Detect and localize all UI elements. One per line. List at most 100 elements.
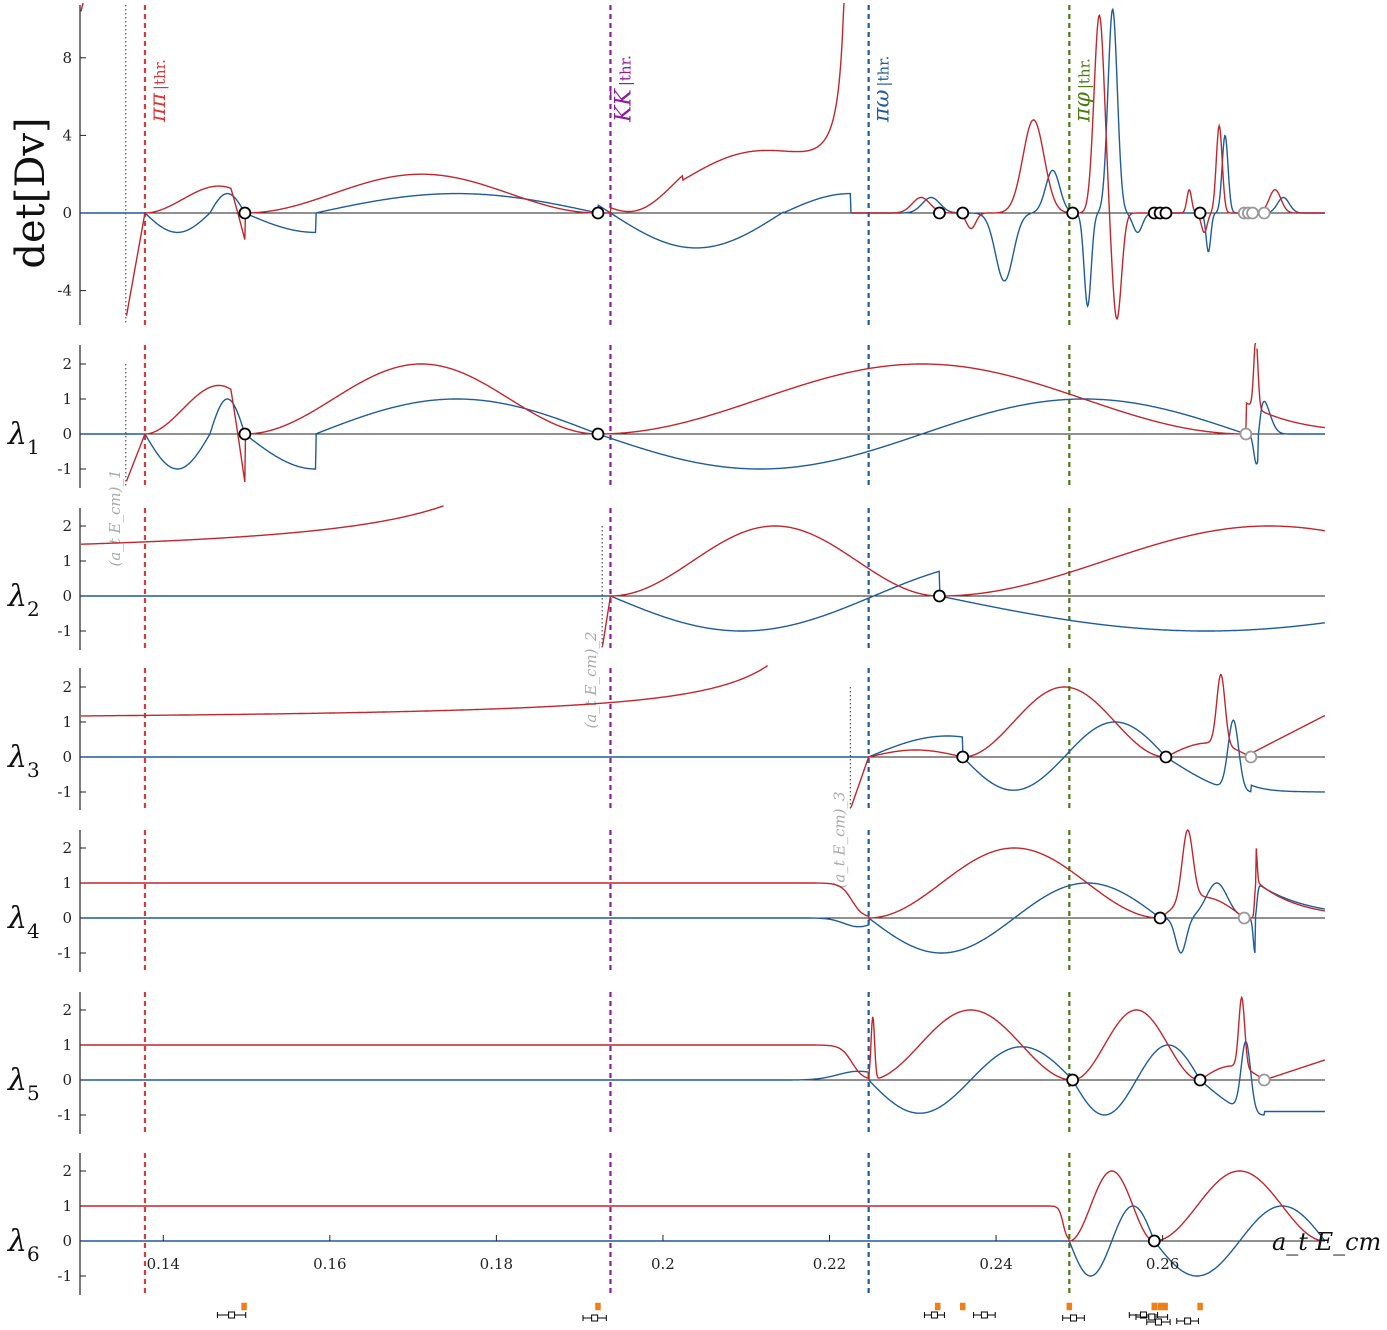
level-marker <box>1139 1311 1147 1319</box>
y-tick-label: 0 <box>62 748 72 766</box>
pole-ref-label: (a_t E_cm)_1 <box>106 469 124 566</box>
y-tick-label: 0 <box>62 1232 72 1250</box>
y-axis-label: det[Dv] <box>8 117 54 268</box>
y-tick-label: 1 <box>62 1036 72 1054</box>
panel-7: -1 0 1 2 λ6 <box>7 1153 1326 1295</box>
y-tick-label: 0 <box>62 1071 72 1089</box>
level-orange-marker <box>1066 1302 1073 1311</box>
blue-curve <box>81 1205 1326 1277</box>
y-tick-label: 0 <box>62 204 72 222</box>
y-axis-label-sub: 6 <box>27 1242 40 1266</box>
y-tick-label: -4 <box>57 282 72 300</box>
level-marker <box>1148 1313 1156 1321</box>
blue-curve <box>81 1040 1325 1116</box>
zero-marker-gray <box>1257 1073 1271 1087</box>
y-tick-label: 1 <box>62 552 72 570</box>
pole-ref-label: (a_t E_cm)_2 <box>582 631 600 728</box>
threshold-label-sub: |thr. <box>616 55 634 86</box>
zero-marker <box>956 206 970 220</box>
y-axis-label: λ4 <box>7 901 40 943</box>
panel-2: -1 0 1 2 λ1 (a_t E_cm)_1 <box>7 342 1325 567</box>
zero-marker-gray <box>1244 750 1258 764</box>
y-tick-label: -1 <box>57 460 72 478</box>
zero-marker <box>238 206 252 220</box>
y-axis-label: λ3 <box>7 740 40 782</box>
level-orange-marker <box>959 1302 966 1311</box>
red-curve <box>81 505 1325 647</box>
y-axis-label-sub: 5 <box>27 1081 40 1105</box>
threshold-label: πω|thr. <box>870 56 895 123</box>
panel-6: -1 0 1 2 λ5 <box>7 992 1326 1134</box>
y-tick-label: 2 <box>62 1001 72 1019</box>
level-marker <box>980 1311 988 1319</box>
y-tick-label: 4 <box>62 126 72 144</box>
threshold-label: πφ|thr. <box>1070 58 1095 123</box>
red-curve <box>81 829 1325 919</box>
level-marker <box>1184 1317 1192 1325</box>
y-tick-label: 2 <box>62 517 72 535</box>
x-axis-title: a_t E_cm <box>1272 1228 1381 1256</box>
y-axis-label-sub: 1 <box>27 435 40 459</box>
y-tick-label: -1 <box>57 944 72 962</box>
threshold-label: ππ|thr. <box>146 59 171 123</box>
panel-4: -1 0 1 2 λ3 (a_t E_cm)_3 <box>7 665 1326 889</box>
zero-marker <box>1066 1073 1080 1087</box>
pole-ref-label: (a_t E_cm)_3 <box>830 791 848 888</box>
y-tick-label: 1 <box>62 874 72 892</box>
y-tick-label: 2 <box>62 839 72 857</box>
zero-marker <box>1147 1234 1161 1248</box>
y-tick-label: 8 <box>62 49 72 67</box>
y-axis-label: λ6 <box>7 1224 40 1266</box>
blue-curve <box>81 882 1326 954</box>
y-tick-label: -1 <box>57 783 72 801</box>
x-tick-label: 0.22 <box>813 1255 846 1273</box>
level-orange-marker <box>1157 1302 1163 1311</box>
y-tick-label: 1 <box>62 390 72 408</box>
threshold-label-sub: |thr. <box>1075 58 1093 89</box>
blue-curve <box>81 570 1325 632</box>
y-tick-label: -1 <box>57 622 72 640</box>
y-axis-label: λ1 <box>7 417 40 459</box>
zero-marker <box>1193 206 1207 220</box>
y-axis-label: λ2 <box>7 579 40 621</box>
level-orange-marker <box>935 1302 941 1311</box>
level-orange-marker <box>595 1302 601 1311</box>
x-tick-label: 0.18 <box>480 1255 513 1273</box>
zero-marker <box>956 750 970 764</box>
level-marker <box>930 1311 938 1319</box>
y-axis-label-sub: 4 <box>27 919 40 943</box>
y-tick-label: 2 <box>62 355 72 373</box>
blue-curve <box>81 7 1325 308</box>
level-marker <box>1154 1318 1162 1326</box>
y-tick-label: 1 <box>62 713 72 731</box>
blue-curve <box>81 719 1325 793</box>
y-axis-label-sub: 3 <box>27 758 40 782</box>
x-tick-label: 0.26 <box>1146 1255 1179 1273</box>
y-tick-label: 0 <box>62 909 72 927</box>
y-tick-label: 2 <box>62 1162 72 1180</box>
y-tick-label: -1 <box>57 1106 72 1124</box>
level-orange-marker <box>1162 1302 1168 1311</box>
zero-marker <box>238 427 252 441</box>
zero-marker <box>1159 750 1173 764</box>
red-curve <box>125 342 1325 483</box>
panel-5: -1 0 1 2 λ4 <box>7 829 1326 972</box>
threshold-label-sub: |thr. <box>875 56 893 87</box>
red-curve <box>80 2 1325 321</box>
panel-1: -4 0 4 8 det[Dv] <box>8 2 1325 325</box>
zero-marker <box>1159 206 1173 220</box>
zero-marker <box>933 206 946 220</box>
blue-curve <box>81 398 1325 470</box>
level-orange-marker <box>1151 1302 1158 1311</box>
zero-marker <box>1066 206 1080 220</box>
y-tick-label: -1 <box>57 1267 72 1285</box>
level-marker <box>228 1311 236 1319</box>
level-marker <box>1070 1314 1078 1322</box>
x-tick-label: 0.2 <box>651 1255 675 1273</box>
zero-marker-gray <box>1237 911 1251 925</box>
x-tick-label: 0.16 <box>313 1255 346 1273</box>
zero-marker-gray <box>1239 427 1253 441</box>
